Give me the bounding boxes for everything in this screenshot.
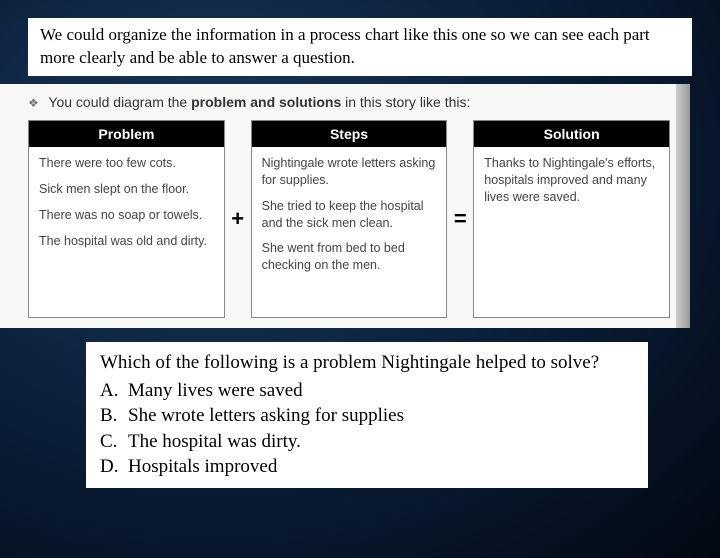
chart-lead-in: ❖ You could diagram the problem and solu… xyxy=(28,94,670,110)
option-c: C. The hospital was dirty. xyxy=(100,429,634,455)
steps-header: Steps xyxy=(252,121,447,147)
options-list: A. Many lives were saved B. She wrote le… xyxy=(100,378,634,481)
plus-operator: + xyxy=(225,120,251,318)
option-a: A. Many lives were saved xyxy=(100,378,634,404)
option-b: B. She wrote letters asking for supplies xyxy=(100,403,634,429)
option-text: The hospital was dirty. xyxy=(128,429,301,455)
option-letter: C. xyxy=(100,429,128,455)
chart-row: Problem There were too few cots. Sick me… xyxy=(28,120,670,318)
equals-operator: = xyxy=(447,120,473,318)
intro-text: We could organize the information in a p… xyxy=(28,18,692,76)
solution-line: Thanks to Nightingale's efforts, hospita… xyxy=(484,155,659,206)
option-d: D. Hospitals improved xyxy=(100,454,634,480)
process-chart: ❖ You could diagram the problem and solu… xyxy=(0,84,690,328)
option-letter: B. xyxy=(100,403,128,429)
solution-column: Solution Thanks to Nightingale's efforts… xyxy=(473,120,670,318)
question-block: Which of the following is a problem Nigh… xyxy=(86,342,648,488)
steps-line: She tried to keep the hospital and the s… xyxy=(262,198,437,232)
solution-header: Solution xyxy=(474,121,669,147)
steps-line: Nightingale wrote letters asking for sup… xyxy=(262,155,437,189)
page-shadow xyxy=(676,84,690,328)
steps-body: Nightingale wrote letters asking for sup… xyxy=(252,147,447,317)
chart-lead-bold: problem and solutions xyxy=(191,94,341,110)
option-text: Hospitals improved xyxy=(128,454,277,480)
steps-column: Steps Nightingale wrote letters asking f… xyxy=(251,120,448,318)
problem-line: There was no soap or towels. xyxy=(39,207,214,224)
option-letter: A. xyxy=(100,378,128,404)
option-text: Many lives were saved xyxy=(128,378,303,404)
option-letter: D. xyxy=(100,454,128,480)
problem-line: Sick men slept on the floor. xyxy=(39,181,214,198)
problem-header: Problem xyxy=(29,121,224,147)
solution-body: Thanks to Nightingale's efforts, hospita… xyxy=(474,147,669,317)
problem-column: Problem There were too few cots. Sick me… xyxy=(28,120,225,318)
problem-body: There were too few cots. Sick men slept … xyxy=(29,147,224,317)
option-text: She wrote letters asking for supplies xyxy=(128,403,404,429)
chart-lead-post: in this story like this: xyxy=(341,94,470,110)
diamond-bullet-icon: ❖ xyxy=(28,96,39,110)
steps-line: She went from bed to bed checking on the… xyxy=(262,240,437,274)
question-stem: Which of the following is a problem Nigh… xyxy=(100,350,634,376)
problem-line: The hospital was old and dirty. xyxy=(39,233,214,250)
problem-line: There were too few cots. xyxy=(39,155,214,172)
chart-lead-pre: You could diagram the xyxy=(48,94,191,110)
